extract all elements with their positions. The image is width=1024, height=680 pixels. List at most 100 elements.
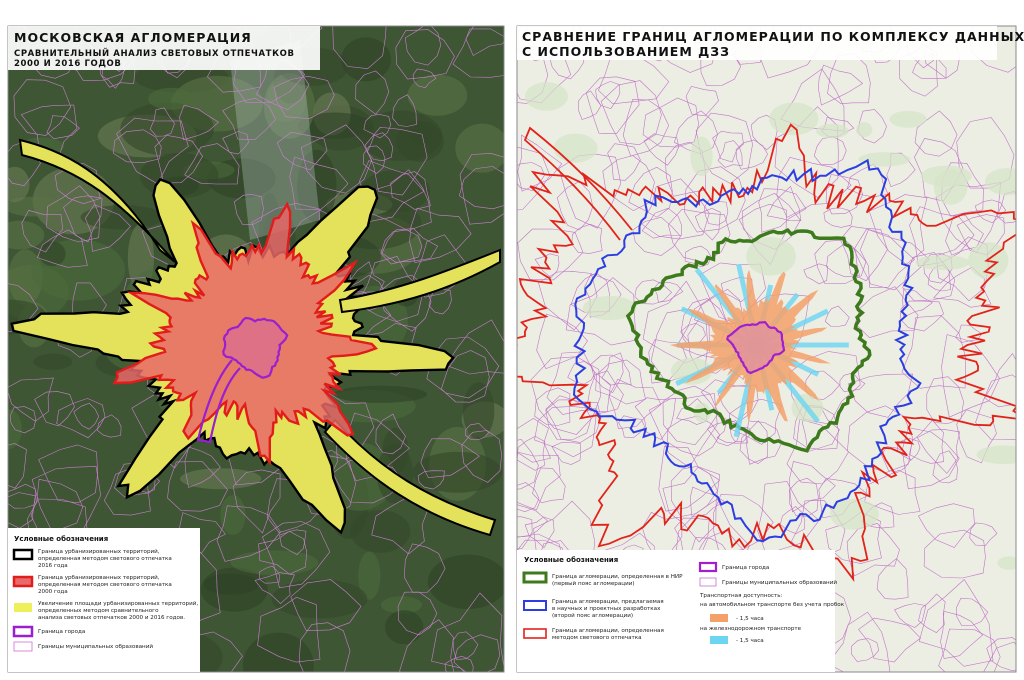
municipal-boundary [440,350,490,403]
municipal-boundary [13,79,72,136]
municipal-boundary [551,442,582,465]
left-map [8,26,504,672]
municipal-boundary [941,334,1000,418]
forest [933,169,968,205]
municipal-boundary [899,300,944,332]
legend-text: Граница урбанизированных территорий, [38,548,160,555]
municipal-boundary [262,521,331,589]
municipal-boundary [517,435,546,471]
municipal-boundary [684,245,712,268]
municipal-boundary [642,97,699,148]
municipal-boundary [465,423,490,440]
municipal-boundary [876,558,909,600]
legend-symbol [12,548,34,561]
subtitle: 2000 И 2016 ГОДОВ [14,59,121,69]
municipal-boundary [390,171,431,210]
municipal-boundary [600,80,662,146]
legend-text: Граница агломерации, предлагаемая [552,599,664,605]
municipal-boundary [459,166,504,210]
municipal-boundary [916,429,961,474]
municipal-boundary [901,427,960,490]
legend-text: анализа световых отпечатков 2000 и 2016 … [38,615,185,621]
municipal-boundary [397,591,438,636]
legend-symbol [698,561,718,573]
municipal-boundary [8,483,36,509]
municipal-boundary [881,446,912,473]
terrain [350,510,411,553]
forest [976,445,1016,465]
forest [524,82,568,111]
municipal-boundary [955,324,983,343]
legend-text: на автомобильном транспорте без учета пр… [700,602,845,608]
city-boundary [196,359,241,444]
municipal-boundary [364,126,428,196]
terrain [297,112,372,139]
municipal-boundary [601,352,632,386]
municipal-boundary [598,54,670,105]
legend-box [517,550,835,672]
municipal-boundary [628,166,673,218]
municipal-boundary [607,143,641,181]
municipal-boundary [412,234,470,298]
terrain [462,382,495,440]
terrain [263,73,315,139]
municipal-boundary [21,210,64,253]
urban-arm [323,418,497,537]
cloud-strip [230,40,320,240]
legend-text: Границы муниципальных образований [722,579,837,586]
municipal-boundary [420,438,480,479]
municipal-boundary [403,543,446,593]
municipal-boundary [558,153,622,229]
municipal-boundary [717,140,743,168]
municipal-boundary [257,596,321,663]
municipal-boundary [565,277,637,346]
municipal-boundary [184,143,240,185]
subtitle: СРАВНИТЕЛЬНЫЙ АНАЛИЗ СВЕТОВЫХ ОТПЕЧАТКОВ [14,47,295,59]
municipal-boundary [793,404,839,450]
municipal-boundary [634,397,676,440]
terrain [455,123,504,173]
municipal-boundary [735,139,768,170]
municipal-boundary [975,374,1016,441]
legend-text: определенная методом светового отпечатка [38,556,172,562]
municipal-boundary [825,174,864,215]
municipal-boundary [803,263,829,285]
municipal-boundary [823,207,853,228]
municipal-boundary [868,194,928,265]
municipal-boundary [595,81,621,109]
municipal-boundary [567,361,596,385]
municipal-boundary [517,451,561,511]
municipal-boundary [375,413,406,455]
municipal-boundary [545,399,592,440]
municipal-boundary [149,107,175,137]
legend-text: Граница агломерации, определенная в НИР [552,574,683,580]
municipal-boundary [417,470,445,490]
municipal-boundary [258,530,308,575]
municipal-boundary [789,461,836,513]
city-boundary [726,320,786,375]
municipal-boundary [357,256,424,322]
municipal-boundary [276,131,328,171]
legend-text: Границы муниципальных образований [38,643,153,650]
terrain [220,495,246,536]
municipal-boundary [909,419,945,464]
legend: Условные обозначения Граница агломерации… [517,550,845,672]
municipal-boundary [847,405,914,474]
municipal-boundary [634,279,673,305]
municipal-boundary [940,610,983,659]
legend-text: определенная методом светового отпечатка [38,582,172,588]
municipal-boundary [459,153,504,225]
municipal-boundary [585,76,640,135]
municipal-boundary [54,163,101,205]
municipal-boundary [839,226,888,282]
terrain [412,451,503,493]
municipal-boundary [864,469,921,515]
municipal-boundary [818,64,864,106]
municipal-boundary [461,430,503,483]
municipal-boundary [974,199,1007,224]
forest [889,110,927,128]
municipal-boundary [392,94,417,127]
municipal-boundary [846,523,900,577]
municipal-boundary [532,467,566,504]
